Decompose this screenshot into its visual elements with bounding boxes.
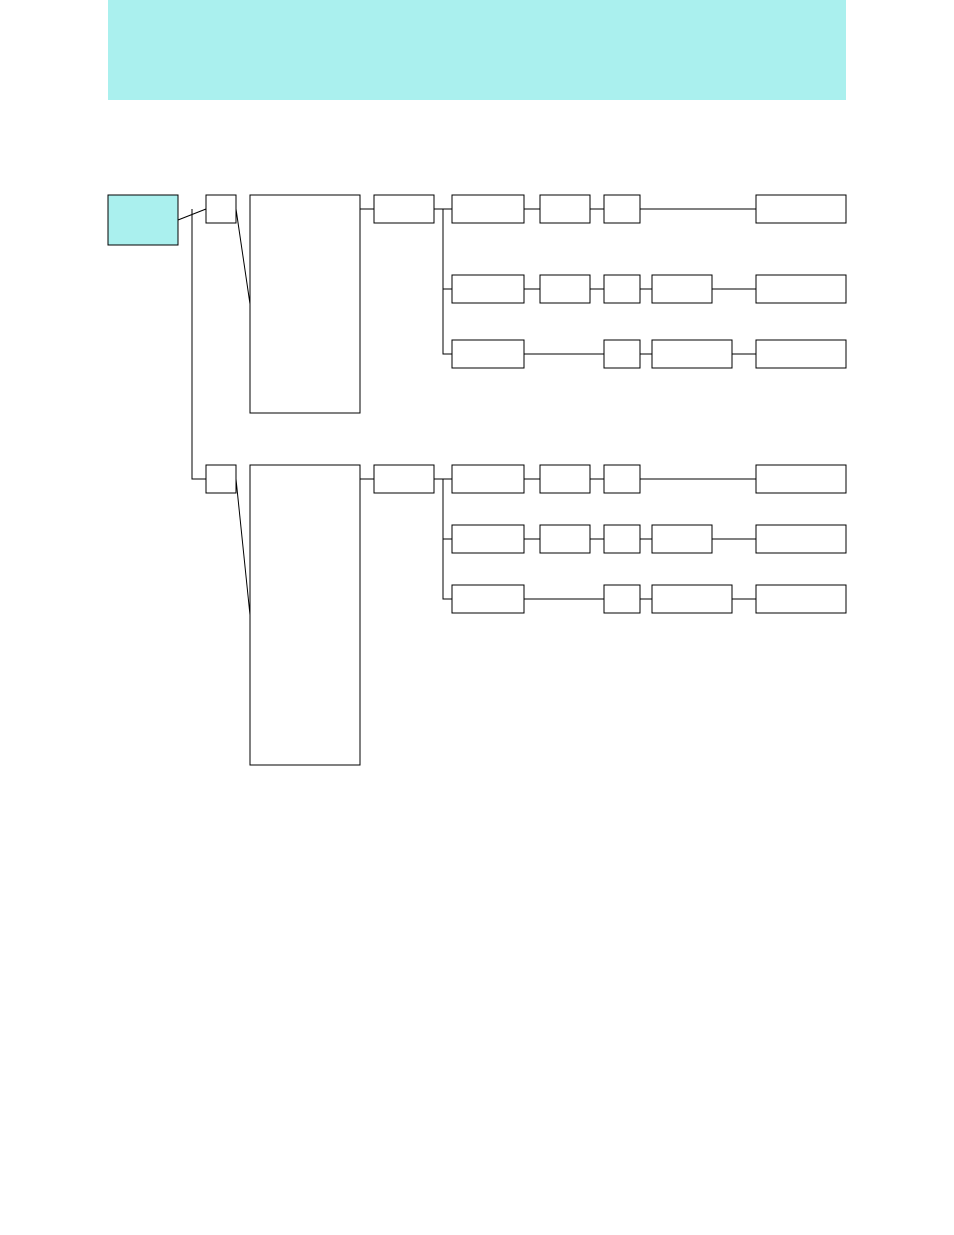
g2-r2-c <box>604 525 640 553</box>
g2-r2-e <box>756 525 846 553</box>
g2-r2-a <box>452 525 524 553</box>
g1-mid <box>374 195 434 223</box>
g1-small <box>206 195 236 223</box>
elbow-edge <box>443 209 452 354</box>
g1-r1-d <box>756 195 846 223</box>
g1-r1-b <box>540 195 590 223</box>
g1-r2-c <box>604 275 640 303</box>
g2-r1-d <box>756 465 846 493</box>
g2-r2-d <box>652 525 712 553</box>
g1-r2-a <box>452 275 524 303</box>
elbow-edge <box>192 209 206 479</box>
g1-r3-d <box>652 340 732 368</box>
edge <box>236 209 250 304</box>
diagram-canvas <box>0 0 954 1235</box>
g1-r3-e <box>756 340 846 368</box>
g2-r1-c <box>604 465 640 493</box>
g1-r1-c <box>604 195 640 223</box>
g2-mid <box>374 465 434 493</box>
g2-r3-e <box>756 585 846 613</box>
g2-tall <box>250 465 360 765</box>
header-banner <box>108 0 846 100</box>
nodes-layer <box>108 0 846 765</box>
g1-r1-a <box>452 195 524 223</box>
g2-small <box>206 465 236 493</box>
edge <box>236 479 250 615</box>
g1-r3-a <box>452 340 524 368</box>
g2-r1-a <box>452 465 524 493</box>
elbow-edge <box>443 479 452 539</box>
g1-r2-d <box>652 275 712 303</box>
elbow-edge <box>443 209 452 289</box>
g2-r3-d <box>652 585 732 613</box>
g1-tall <box>250 195 360 413</box>
g2-r3-c <box>604 585 640 613</box>
g1-r2-e <box>756 275 846 303</box>
g1-r2-b <box>540 275 590 303</box>
g1-r3-c <box>604 340 640 368</box>
g2-r3-a <box>452 585 524 613</box>
root-box <box>108 195 178 245</box>
g2-r2-b <box>540 525 590 553</box>
g2-r1-b <box>540 465 590 493</box>
